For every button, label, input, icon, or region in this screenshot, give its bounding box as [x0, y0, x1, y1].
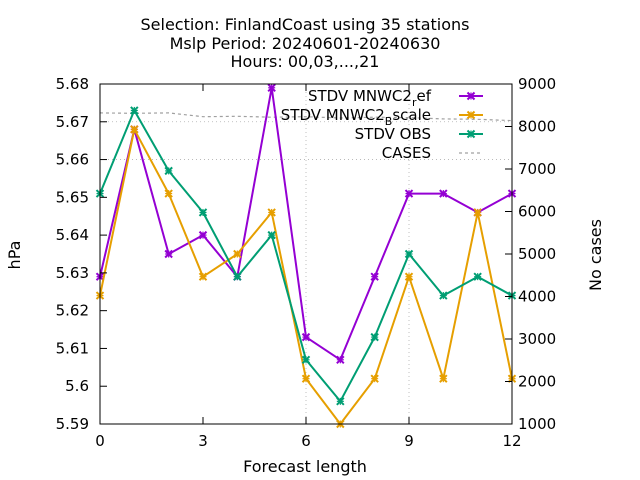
- y-tick-label: 5.59: [56, 415, 89, 433]
- y-tick-label: 5.66: [56, 151, 89, 169]
- series-0-point: [164, 249, 173, 259]
- y2-tick-label: 3000: [518, 330, 556, 348]
- grid: [100, 84, 512, 424]
- legend-label-tail: scale: [392, 106, 431, 124]
- y-tick-label: 5.68: [56, 75, 89, 93]
- x-tick-label: 12: [502, 432, 521, 450]
- series-2-point: [336, 397, 345, 406]
- legend-label-main: CASES: [382, 144, 431, 162]
- legend-marker-0: [466, 91, 476, 101]
- y-tick-label: 5.63: [56, 264, 89, 282]
- series-0-point: [301, 332, 311, 342]
- series-2-point: [473, 272, 482, 281]
- x-tick-label: 6: [301, 432, 311, 450]
- legend-label-1: STDV MNWC2Bscale: [281, 106, 431, 128]
- x-tick-label: 0: [95, 432, 105, 450]
- y2-axis-label: No cases: [586, 219, 605, 291]
- y-tick-label: 5.62: [56, 302, 89, 320]
- y-tick-label: 5.6: [65, 377, 89, 395]
- y2-tick-label: 9000: [518, 75, 556, 93]
- chart-title-line-2: Mslp Period: 20240601-20240630: [170, 34, 441, 53]
- y-axis-label: hPa: [5, 241, 24, 270]
- legend-label-2: STDV OBS: [355, 125, 431, 143]
- x-axis-tick-labels: 0 3 6 9 12: [95, 432, 521, 450]
- series-2-point: [130, 106, 139, 115]
- y-axis-tick-labels: 5.59 5.6 5.61 5.62 5.63 5.64 5.65 5.66 5.67 5.68: [56, 75, 89, 433]
- legend-label-main: STDV MNWC2: [308, 87, 412, 105]
- y2-tick-label: 7000: [518, 160, 556, 178]
- series-0-point: [267, 83, 276, 92]
- series-0-point: [439, 189, 448, 198]
- y-tick-label: 5.64: [56, 226, 89, 244]
- x-tick-label: 9: [404, 432, 414, 450]
- series-0-point: [370, 272, 379, 281]
- series-1-point: [198, 272, 208, 281]
- y2-tick-label: 4000: [518, 288, 556, 306]
- series-2-point: [370, 332, 379, 342]
- series-line-3: [99, 112, 513, 122]
- y2-tick-label: 2000: [518, 373, 556, 391]
- series-1-point: [164, 189, 173, 198]
- chart-title-line-1: Selection: FinlandCoast using 35 station…: [141, 15, 470, 34]
- series-2-point: [198, 208, 208, 217]
- series-2-point: [267, 230, 276, 240]
- series-2-point: [439, 291, 448, 300]
- y2-tick-label: 5000: [518, 245, 556, 263]
- series-1-point: [267, 208, 276, 217]
- x-axis-label: Forecast length: [243, 457, 367, 476]
- series-1-point: [439, 374, 448, 383]
- y2-tick-label: 1000: [518, 415, 556, 433]
- y2-tick-label: 8000: [518, 118, 556, 136]
- axis-ticks: [99, 83, 513, 425]
- y2-axis-tick-labels: 1000 2000 3000 4000 5000 6000 7000 8000 9000: [518, 75, 556, 433]
- series-1-point: [301, 374, 311, 383]
- series-1-point: [130, 125, 139, 134]
- y-tick-label: 5.67: [56, 113, 89, 131]
- legend-marker-1: [466, 110, 476, 120]
- chart-title-line-3: Hours: 00,03,...,21: [231, 52, 380, 71]
- series-2-point: [164, 166, 173, 176]
- y-tick-label: 5.65: [56, 188, 89, 206]
- y-tick-label: 5.61: [56, 339, 89, 357]
- series-1-point: [473, 208, 482, 217]
- series-2-point: [301, 355, 311, 364]
- legend-label-main: STDV OBS: [355, 125, 431, 143]
- x-tick-label: 3: [198, 432, 208, 450]
- series-0-point: [404, 189, 414, 198]
- legend-label-main: STDV MNWC2: [281, 106, 385, 124]
- legend-label-3: CASES: [382, 144, 431, 162]
- legend-label-0: STDV MNWC2ref: [308, 87, 432, 109]
- legend-label-sub: r: [412, 96, 417, 109]
- series-2-point: [404, 249, 414, 259]
- series-0-point: [336, 355, 345, 364]
- legend-label-tail: ef: [416, 87, 431, 105]
- chart-title: Selection: FinlandCoast using 35 station…: [141, 15, 470, 71]
- y2-tick-label: 6000: [518, 203, 556, 221]
- cases-series: [99, 112, 513, 122]
- series-1-point: [233, 249, 242, 259]
- series-2-point: [233, 272, 242, 281]
- data-series: [95, 83, 517, 429]
- legend-marker-2: [466, 129, 476, 139]
- series-1-point: [370, 374, 379, 383]
- legend-label-sub: B: [385, 115, 393, 128]
- series-1-point: [404, 272, 414, 281]
- series-0-point: [198, 230, 208, 240]
